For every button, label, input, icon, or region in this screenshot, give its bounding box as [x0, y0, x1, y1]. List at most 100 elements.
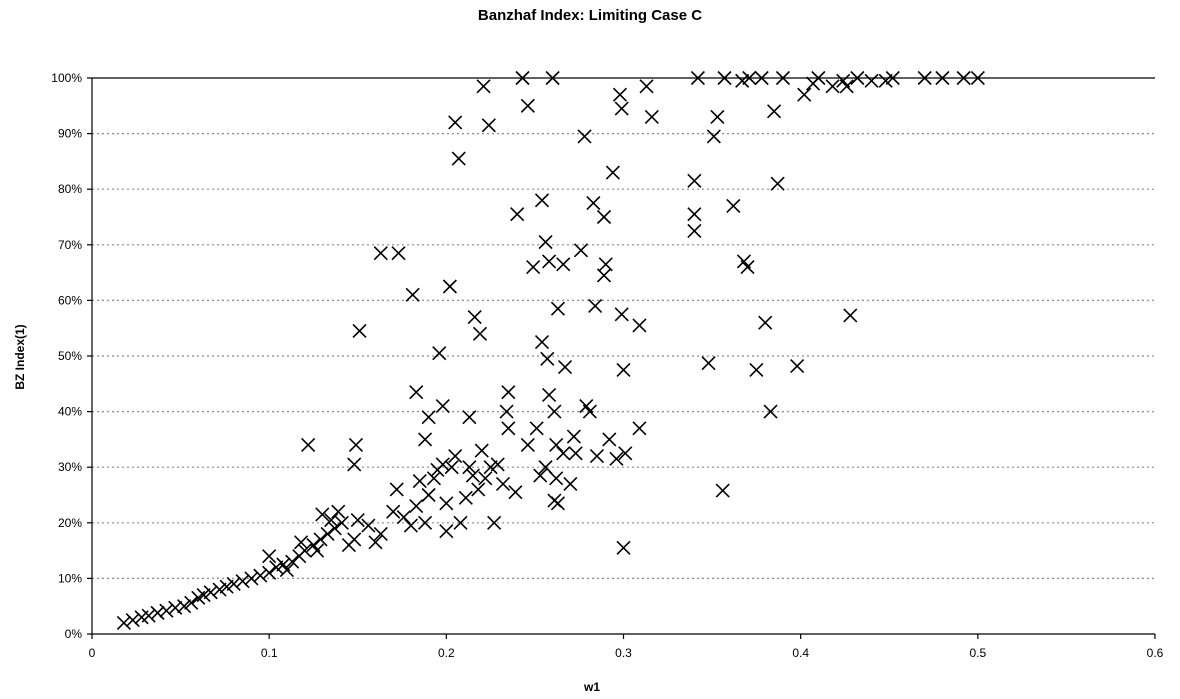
data-point — [588, 298, 603, 314]
data-point — [184, 595, 199, 610]
data-point — [706, 129, 721, 144]
data-point — [632, 318, 647, 333]
data-point — [605, 165, 620, 180]
data-point — [448, 449, 463, 464]
data-point — [269, 560, 284, 575]
axes — [87, 77, 1156, 639]
data-point — [403, 518, 418, 533]
data-point — [368, 535, 383, 550]
data-point — [418, 515, 433, 530]
data-point — [444, 460, 459, 475]
data-point — [520, 437, 535, 453]
data-points — [116, 70, 985, 630]
x-tick-label: 0.1 — [261, 646, 278, 660]
data-point — [435, 398, 450, 414]
data-point — [458, 490, 473, 505]
data-point — [262, 549, 277, 564]
data-point — [150, 605, 165, 620]
data-point — [749, 362, 764, 377]
data-point — [616, 362, 631, 377]
data-point — [453, 515, 468, 530]
data-point — [177, 599, 192, 614]
data-point — [334, 515, 349, 530]
data-point — [710, 109, 725, 124]
data-point — [515, 70, 530, 86]
x-tick-label: 0.4 — [792, 646, 809, 660]
data-point — [487, 515, 502, 530]
data-point — [717, 70, 732, 86]
y-tick-label: 60% — [58, 293, 82, 307]
data-point — [212, 582, 227, 597]
data-point — [538, 234, 553, 250]
data-point — [409, 385, 424, 400]
data-point — [556, 446, 571, 461]
data-point — [632, 421, 647, 436]
data-point — [549, 437, 564, 453]
y-tick-label: 70% — [58, 238, 82, 252]
data-point — [196, 588, 211, 603]
data-point — [526, 259, 541, 275]
data-point — [203, 585, 218, 600]
data-point — [499, 404, 514, 419]
data-point — [320, 526, 335, 541]
data-point — [389, 482, 404, 497]
data-point — [612, 87, 628, 102]
data-point — [347, 532, 362, 547]
data-point — [474, 443, 489, 458]
data-point — [538, 460, 553, 475]
data-point — [490, 457, 505, 472]
data-point — [350, 512, 365, 528]
data-point — [850, 70, 865, 86]
data-point — [935, 70, 950, 86]
y-tick-label: 100% — [51, 71, 82, 85]
gridlines — [92, 133, 1155, 580]
y-tick-label: 90% — [58, 127, 82, 141]
data-point — [644, 109, 659, 124]
data-point — [373, 526, 388, 541]
y-tick-label: 0% — [65, 627, 83, 641]
data-point — [293, 535, 309, 550]
data-point — [582, 404, 597, 419]
x-tick-label: 0.3 — [615, 646, 632, 660]
data-point — [556, 257, 571, 272]
data-point — [348, 437, 364, 453]
data-point — [740, 259, 755, 275]
data-point — [373, 246, 388, 261]
data-point — [285, 554, 300, 569]
data-point — [465, 468, 480, 483]
data-point — [701, 356, 716, 371]
data-point — [327, 521, 342, 536]
data-point — [432, 346, 447, 361]
data-point — [542, 254, 557, 269]
data-point — [219, 579, 234, 594]
data-point — [825, 79, 840, 94]
data-point — [439, 524, 454, 539]
data-point — [309, 543, 325, 558]
data-point — [742, 70, 757, 86]
data-point — [244, 571, 259, 586]
data-point — [549, 471, 564, 486]
data-point — [448, 115, 463, 130]
data-point — [577, 129, 592, 144]
data-point — [917, 70, 932, 86]
data-point — [313, 532, 328, 547]
data-point — [690, 70, 705, 86]
data-point — [864, 73, 879, 88]
y-tick-label: 50% — [58, 349, 82, 363]
data-point — [405, 287, 420, 302]
data-point — [614, 307, 629, 322]
data-point — [159, 603, 174, 618]
data-point — [956, 70, 971, 86]
data-point — [141, 608, 156, 623]
data-point — [550, 301, 566, 316]
data-point — [758, 315, 773, 330]
data-point — [767, 104, 782, 119]
data-point — [501, 421, 516, 436]
data-point — [331, 504, 346, 519]
data-point — [315, 507, 330, 522]
data-point — [563, 476, 578, 491]
data-point — [970, 70, 985, 86]
data-point — [324, 512, 339, 528]
data-point — [462, 410, 477, 425]
data-point — [614, 101, 629, 116]
